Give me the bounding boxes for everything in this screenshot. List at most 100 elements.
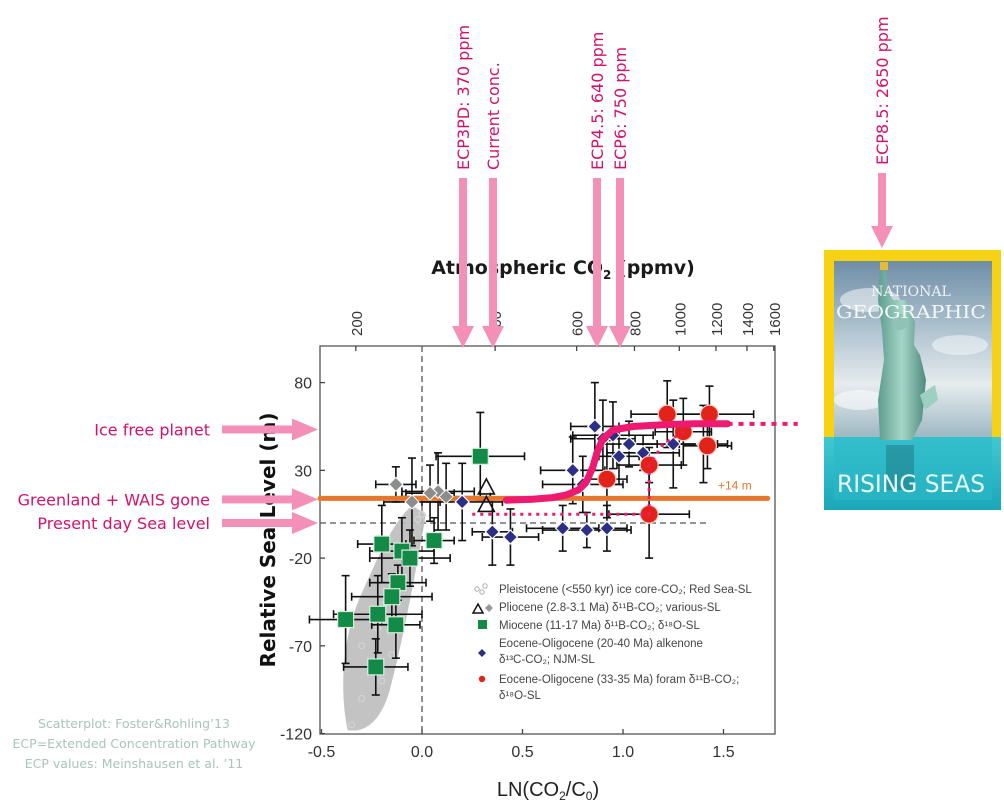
miocene-square [383, 588, 401, 606]
legend-label-alkenone-line2: δ¹³C-CO₂; NJM-SL [499, 654, 595, 666]
top-axis-title-main: Atmospheric CO [431, 257, 603, 279]
legend: Pleistocene (<550 kyr) ice core-CO₂; Red… [471, 583, 752, 702]
level-arrow-head [292, 512, 318, 534]
y-tick-label: 80 [294, 376, 312, 393]
level-arrow-shaft [222, 425, 294, 434]
ecp-arrow-shaft [489, 178, 497, 328]
magazine-brand-line2: GEOGRAPHIC [836, 302, 986, 323]
alkenone-diamond [484, 523, 501, 540]
y-tick-label: -70 [289, 639, 312, 656]
plus14-label: +14 m [718, 478, 752, 492]
plot-frame [319, 345, 776, 735]
pliocene-diamond [404, 494, 420, 510]
ecp-arrow-label: ECP8.5: 2650 ppm [873, 16, 892, 165]
ecp-arrow-head [482, 326, 504, 348]
pleistocene-point [358, 695, 366, 702]
top-axis-title-sub: 2 [603, 268, 611, 282]
legend-label-foram-line2: δ¹⁸O-SL [499, 690, 542, 702]
y-tick-label: -20 [289, 551, 312, 568]
pleistocene-point [348, 721, 356, 729]
top-axis-title: Atmospheric CO2 (ppmv) [431, 257, 695, 282]
credit-line-2: ECP=Extended Concentration Pathway [12, 736, 256, 751]
miocene-square [401, 549, 419, 567]
miocene-square [425, 531, 443, 550]
y-tick-label: -120 [280, 727, 312, 744]
plot-area: -0.50.00.51.01.58030-20-70-1202004006008… [280, 303, 798, 761]
ecp-arrow-shaft [878, 173, 886, 228]
pliocene-triangle [476, 494, 496, 513]
x-tick-label: 0.0 [411, 744, 433, 761]
alkenone-diamond [599, 520, 615, 537]
statue-of-liberty-icon [878, 262, 938, 490]
x-axis-title: LN(CO2/C0) [497, 779, 599, 803]
pliocene-diamond [438, 488, 454, 505]
miocene-square [337, 610, 355, 629]
credit-line-1: Scatterplot: Foster&Rohling’13 [38, 716, 230, 731]
level-arrow-head [292, 488, 318, 511]
ecp-arrow-label: Current conc. [484, 62, 503, 170]
magazine-brand-line1: NATIONAL [871, 284, 951, 300]
top-tick-label: 600 [570, 311, 587, 336]
pleistocene-point [414, 515, 422, 523]
credit-line-3: ECP values: Meinshausen et al. ’11 [25, 756, 244, 771]
legend-symbol-pliocene-triangle [471, 602, 485, 614]
alkenone-diamond [587, 418, 603, 435]
pliocene-triangle [476, 477, 496, 495]
legend-label-pliocene: Pliocene (2.8-3.1 Ma) δ¹¹B-CO₂; various-… [499, 602, 721, 614]
pleistocene-point [358, 642, 366, 650]
foram-circle [697, 436, 718, 456]
foram-circle [657, 404, 677, 424]
x-tick-label: 1.5 [712, 744, 734, 761]
foram-circle [597, 469, 617, 489]
legend-label-miocene: Miocene (11-17 Ma) δ¹¹B-CO₂; δ¹⁸O-SL [499, 620, 700, 632]
pliocene-diamond [388, 476, 404, 493]
pleistocene-point [378, 677, 386, 685]
top-axis-title-suffix: (ppmv) [611, 257, 694, 279]
miocene-square [471, 447, 489, 465]
legend-symbol-alkenone [478, 649, 486, 657]
legend-label-alkenone: Eocene-Oligocene (20-40 Ma) alkenone [499, 638, 703, 650]
pleistocene-point [418, 510, 426, 518]
legend-label-pleistocene: Pleistocene (<550 kyr) ice core-CO₂; Red… [499, 584, 752, 596]
ecp-arrow-head [871, 226, 893, 248]
ecp-arrow-shaft [593, 178, 601, 328]
top-tick-label: 800 [627, 311, 644, 336]
miocene-square [373, 535, 391, 553]
level-arrow-label: Present day Sea level [37, 514, 210, 533]
top-tick-label: 1400 [740, 303, 757, 336]
credits: Scatterplot: Foster&Rohling’13 ECP=Exten… [12, 716, 256, 771]
legend-symbol-pleistocene [479, 589, 485, 595]
ecp-arrow-shaft [616, 178, 624, 328]
miocene-square [367, 658, 385, 676]
x-tick-label: 1.0 [612, 744, 634, 761]
dotted-boundary [472, 430, 685, 516]
top-tick-label: 200 [349, 311, 366, 336]
miocene-square [387, 616, 405, 634]
top-tick-label: 1600 [767, 303, 784, 336]
ecp-arrow-label: ECP6: 750 ppm [611, 47, 630, 170]
ecp-arrow-shaft [459, 178, 467, 328]
ecp-arrow-head [452, 326, 474, 348]
ecp-arrow-label: ECP4.5: 640 ppm [588, 32, 607, 170]
x-tick-label: -0.5 [308, 744, 336, 761]
top-tick-label: 1000 [672, 303, 689, 336]
x-tick-label: 0.5 [511, 744, 533, 761]
ecp-arrow-label: ECP3PD: 370 ppm [454, 25, 473, 170]
fit-curve [502, 420, 731, 504]
alkenone-diamond [564, 462, 581, 479]
legend-symbol-foram [478, 675, 486, 683]
top-tick-label: 1200 [709, 303, 726, 336]
ecp-arrow-head [609, 326, 631, 348]
pleistocene-point [388, 651, 396, 659]
y-tick-label: 30 [294, 463, 312, 480]
annotations: ECP3PD: 370 ppm Current conc. ECP4.5: 640 … [18, 16, 893, 534]
alkenone-diamond [554, 520, 571, 537]
pliocene-diamond [422, 485, 438, 501]
miocene-square [369, 605, 387, 623]
alkenone-diamond [502, 529, 519, 545]
legend-symbol-pleistocene [482, 583, 488, 589]
y-axis-title: Relative Sea-Level (m) [256, 413, 280, 668]
legend-symbol-pliocene-diamond [485, 604, 493, 612]
alkenone-diamond [454, 494, 471, 510]
